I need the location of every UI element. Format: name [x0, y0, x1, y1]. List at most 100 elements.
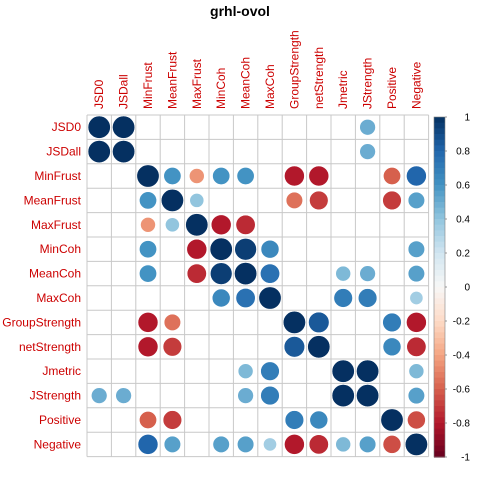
correlation-circle: [260, 263, 280, 284]
correlation-circle: [308, 434, 329, 455]
correlation-circle: [383, 167, 401, 185]
colorbar-segment: [434, 309, 445, 316]
colorbar-segment: [434, 162, 445, 169]
column-label: GroupStrength: [287, 30, 301, 109]
column-label: MeanCoh: [239, 57, 253, 109]
column-label: MaxCoh: [263, 64, 277, 109]
column-label: netStrength: [312, 47, 326, 109]
colorbar-segment: [434, 423, 445, 430]
correlation-circle: [408, 363, 425, 380]
correlation-circle: [165, 217, 180, 233]
colorbar-segment: [434, 343, 445, 350]
correlation-circle: [163, 435, 182, 454]
correlation-circle: [209, 237, 233, 261]
colorbar-segment: [434, 349, 445, 356]
row-label: Jmetric: [42, 364, 81, 378]
colorbar-segment: [434, 202, 445, 209]
colorbar-segment: [434, 372, 445, 379]
correlation-circle: [356, 359, 380, 383]
colorbar-segment: [434, 366, 445, 373]
colorbar-segment: [434, 389, 445, 396]
correlation-circle: [308, 311, 330, 334]
correlation-circle: [285, 191, 304, 210]
colorbar-tick-label: 0: [464, 283, 470, 294]
colorbar-segment: [434, 253, 445, 260]
colorbar-segment: [434, 224, 445, 231]
row-label: MinCoh: [40, 242, 81, 256]
column-label: JSDall: [117, 74, 131, 109]
correlation-circle: [235, 214, 256, 235]
colorbar-segment: [434, 428, 445, 435]
correlation-circle: [139, 240, 157, 259]
correlation-circle: [211, 288, 231, 308]
correlation-circle: [359, 143, 376, 160]
correlation-circle: [382, 435, 402, 454]
correlation-circle: [359, 118, 376, 136]
colorbar-segment: [434, 411, 445, 418]
colorbar-segment: [434, 400, 445, 407]
colorbar-segment: [434, 139, 445, 146]
correlation-circle: [382, 337, 402, 357]
correlation-circle: [409, 291, 424, 305]
correlation-circle: [237, 363, 254, 380]
colorbar-segment: [434, 207, 445, 214]
colorbar-segment: [434, 168, 445, 175]
colorbar-segment: [434, 122, 445, 129]
correlation-circle: [404, 432, 428, 456]
correlation-circle: [356, 384, 380, 408]
correlation-circle: [137, 312, 159, 333]
column-label: Negative: [409, 61, 423, 109]
correlation-circles: [87, 115, 428, 456]
correlation-circle: [137, 336, 159, 358]
correlation-circle: [335, 436, 352, 453]
correlation-circle: [212, 167, 231, 185]
column-label: MinCoh: [214, 68, 228, 109]
colorbar-segment: [434, 247, 445, 254]
colorbar-segment: [434, 451, 445, 458]
row-label: JStrength: [30, 389, 81, 403]
correlation-circle: [209, 262, 233, 285]
colorbar-segment: [434, 264, 445, 271]
correlation-circle: [162, 337, 183, 357]
correlation-circle: [140, 216, 156, 233]
correlation-circle: [236, 167, 255, 185]
correlation-circle: [382, 312, 402, 333]
correlation-circle: [307, 335, 331, 359]
colorbar-segment: [434, 134, 445, 141]
colorbar-segment: [434, 332, 445, 339]
correlation-circle: [90, 387, 108, 404]
colorbar-segment: [434, 128, 445, 135]
correlation-circle: [263, 437, 277, 452]
correlation-circle: [139, 191, 157, 210]
correlation-circle: [308, 165, 330, 187]
colorbar-segment: [434, 292, 445, 299]
column-label: MaxFrust: [190, 58, 204, 109]
colorbar-segment: [434, 326, 445, 333]
colorbar-tick-label: 0.2: [456, 249, 470, 260]
row-label: MaxCoh: [36, 291, 81, 305]
correlation-circle: [234, 237, 257, 261]
colorbar-tick-label: -1: [461, 453, 470, 464]
row-label: GroupStrength: [2, 315, 81, 329]
colorbar-segment: [434, 440, 445, 447]
correlation-circle: [380, 408, 404, 432]
colorbar-segment: [434, 434, 445, 441]
colorbar-segment: [434, 156, 445, 163]
colorbar-segment: [434, 179, 445, 186]
correlation-circle: [309, 410, 329, 430]
colorbar-segment: [434, 230, 445, 237]
colorbar-segment: [434, 145, 445, 152]
colorbar-segment: [434, 185, 445, 192]
correlation-circle: [260, 239, 280, 259]
grid: [86, 114, 430, 458]
colorbar-tick-label: -0.4: [453, 351, 471, 362]
colorbar-segment: [434, 406, 445, 413]
row-label: MinFrust: [34, 169, 81, 183]
column-label: JStrength: [361, 58, 375, 109]
correlation-circle: [185, 213, 209, 237]
correlation-circle: [212, 435, 230, 454]
colorbar-segment: [434, 304, 445, 311]
correlation-circle: [162, 410, 183, 430]
row-label: Negative: [34, 437, 82, 451]
